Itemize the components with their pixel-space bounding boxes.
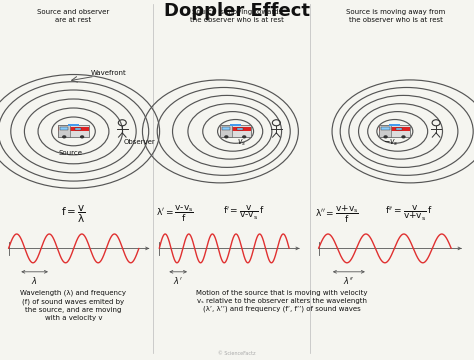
Bar: [220, 127, 251, 131]
Bar: [379, 127, 410, 131]
Text: $\lambda''$: $\lambda''$: [343, 275, 355, 287]
Bar: [60, 127, 68, 130]
Bar: [75, 127, 81, 130]
Bar: [237, 127, 243, 130]
Text: Source is moving towards
the observer who is at rest: Source is moving towards the observer wh…: [190, 9, 284, 22]
Text: $\lambda$: $\lambda$: [31, 275, 38, 287]
Bar: [58, 125, 70, 136]
Text: Wavelength (λ) and frequency
(f) of sound waves emited by
the source, and are mo: Wavelength (λ) and frequency (f) of soun…: [20, 290, 127, 321]
Bar: [381, 127, 390, 130]
Text: Wavefront: Wavefront: [91, 70, 127, 76]
Circle shape: [62, 135, 66, 139]
Text: Observer: Observer: [124, 139, 155, 145]
Text: $\mathsf{f = \dfrac{v}{\lambda}}$: $\mathsf{f = \dfrac{v}{\lambda}}$: [61, 203, 86, 225]
Text: $\mathsf{\lambda' = \dfrac{v\text{-}v_s}{f}}$: $\mathsf{\lambda' = \dfrac{v\text{-}v_s}…: [156, 203, 194, 224]
Bar: [379, 125, 410, 136]
Bar: [220, 125, 251, 136]
Text: $\mathsf{f' = \dfrac{v}{v\text{-}v_s}\,f}$: $\mathsf{f' = \dfrac{v}{v\text{-}v_s}\,f…: [223, 203, 265, 222]
Text: $\mathsf{\lambda'' = \dfrac{v\text{+}v_s}{f}}$: $\mathsf{\lambda'' = \dfrac{v\text{+}v_s…: [316, 203, 359, 225]
Circle shape: [80, 135, 84, 139]
Text: $\lambda'$: $\lambda'$: [173, 275, 183, 287]
Bar: [68, 124, 79, 126]
Bar: [222, 127, 230, 130]
Bar: [58, 125, 89, 136]
Text: Motion of the source that is moving with velocity
vₛ relative to the observer al: Motion of the source that is moving with…: [196, 290, 368, 312]
Bar: [230, 124, 241, 126]
Text: © ScienceFactz: © ScienceFactz: [218, 351, 256, 356]
Text: $-v_s$: $-v_s$: [383, 138, 398, 148]
Circle shape: [383, 135, 388, 139]
Text: $\mathsf{f'' = \dfrac{v}{v\text{+}v_s}\,f}$: $\mathsf{f'' = \dfrac{v}{v\text{+}v_s}\,…: [385, 203, 432, 223]
Bar: [389, 124, 401, 126]
Bar: [379, 125, 391, 136]
Text: $v_s$: $v_s$: [237, 138, 246, 148]
Circle shape: [401, 135, 406, 139]
Bar: [396, 127, 402, 130]
Bar: [58, 127, 89, 131]
Text: Source and observer
are at rest: Source and observer are at rest: [37, 9, 109, 22]
Circle shape: [224, 135, 228, 139]
Circle shape: [242, 135, 246, 139]
Text: Source is moving away from
the observer who is at rest: Source is moving away from the observer …: [346, 9, 446, 22]
Bar: [220, 125, 232, 136]
Text: Doppler Effect: Doppler Effect: [164, 2, 310, 20]
Text: Source: Source: [58, 150, 82, 157]
